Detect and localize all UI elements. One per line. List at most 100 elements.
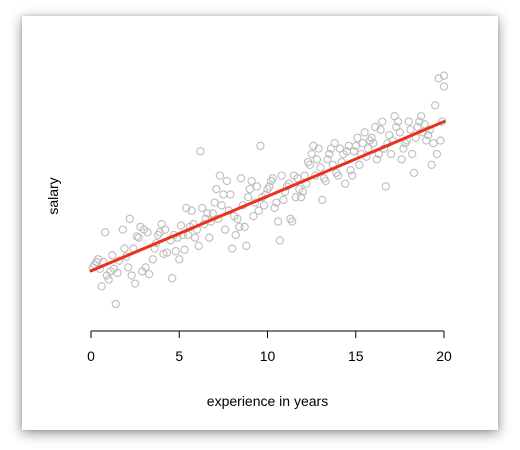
data-point xyxy=(296,193,306,202)
data-point xyxy=(434,74,443,83)
data-point xyxy=(406,125,415,134)
data-point xyxy=(305,160,315,169)
data-point xyxy=(351,141,360,151)
data-point xyxy=(378,117,387,126)
data-point xyxy=(439,82,449,91)
data-point xyxy=(420,120,429,129)
data-point xyxy=(168,274,177,283)
data-point xyxy=(104,275,113,284)
data-point xyxy=(341,179,350,188)
data-point xyxy=(275,236,285,245)
data-point xyxy=(127,271,136,280)
data-point xyxy=(413,122,422,132)
data-point xyxy=(330,139,339,148)
data-point xyxy=(130,279,140,288)
data-point xyxy=(422,136,431,145)
data-point xyxy=(335,144,345,153)
data-point xyxy=(108,251,117,260)
data-point xyxy=(93,255,103,264)
data-point xyxy=(293,174,302,183)
data-point xyxy=(279,195,288,205)
data-point xyxy=(226,190,235,199)
data-point xyxy=(408,149,417,159)
data-point xyxy=(196,147,205,156)
data-point xyxy=(252,182,262,191)
data-point xyxy=(145,269,154,279)
data-point xyxy=(132,232,142,241)
data-point xyxy=(439,71,449,80)
data-point xyxy=(205,233,214,242)
data-point xyxy=(182,203,191,213)
data-point xyxy=(298,187,307,196)
data-point xyxy=(395,128,405,137)
chart-card: 0 5 10 15 20 experience in years salary xyxy=(22,16,498,430)
data-point xyxy=(367,133,376,142)
data-point xyxy=(159,249,168,259)
data-point xyxy=(155,228,164,237)
data-point xyxy=(307,149,316,159)
data-point xyxy=(265,182,274,191)
data-point xyxy=(371,122,380,132)
data-point xyxy=(415,117,424,126)
data-point xyxy=(314,144,323,153)
data-point xyxy=(436,136,445,145)
data-point xyxy=(416,112,426,121)
data-point xyxy=(247,176,256,186)
data-point xyxy=(272,198,281,207)
data-point xyxy=(404,117,413,126)
data-point xyxy=(323,155,332,164)
data-point xyxy=(429,139,438,148)
fit-line xyxy=(89,120,446,273)
data-point xyxy=(397,155,406,164)
data-point xyxy=(318,195,327,205)
data-point xyxy=(288,217,297,226)
data-point xyxy=(194,241,203,250)
data-point xyxy=(236,174,246,183)
data-point xyxy=(432,149,442,159)
data-point xyxy=(198,203,207,213)
data-point xyxy=(277,171,286,180)
data-point xyxy=(235,222,244,232)
data-point xyxy=(349,147,359,156)
data-point xyxy=(372,155,382,164)
data-point xyxy=(212,184,221,194)
data-point xyxy=(270,203,279,213)
data-point xyxy=(386,149,396,159)
data-point xyxy=(160,225,170,234)
data-point xyxy=(355,160,364,169)
data-point xyxy=(111,299,120,309)
data-point xyxy=(259,201,269,210)
x-tick-label: 20 xyxy=(436,348,452,364)
data-point xyxy=(175,255,184,264)
data-point xyxy=(346,166,355,175)
points-layer xyxy=(88,71,449,309)
data-point xyxy=(118,225,127,234)
data-point xyxy=(220,225,230,234)
data-point xyxy=(249,211,258,221)
x-ticks: 0 5 10 15 20 xyxy=(87,331,452,364)
data-point xyxy=(358,139,367,148)
x-tick-label: 0 xyxy=(87,348,95,364)
data-point xyxy=(325,149,334,159)
data-point xyxy=(143,228,152,237)
data-point xyxy=(176,221,186,230)
data-point xyxy=(273,217,283,226)
data-point xyxy=(348,171,357,180)
data-point xyxy=(353,133,362,142)
data-point xyxy=(180,245,189,254)
data-point xyxy=(312,155,322,164)
data-point xyxy=(423,130,433,140)
data-point xyxy=(148,255,157,264)
data-point xyxy=(369,139,378,148)
data-point xyxy=(243,193,253,202)
data-point xyxy=(157,220,166,229)
data-point xyxy=(360,128,369,137)
data-point xyxy=(316,163,325,172)
data-point xyxy=(333,171,343,180)
data-point xyxy=(268,174,277,183)
data-point xyxy=(409,168,419,178)
data-point xyxy=(431,101,440,110)
data-point xyxy=(162,248,172,257)
data-point xyxy=(97,282,106,291)
data-point xyxy=(321,176,330,186)
